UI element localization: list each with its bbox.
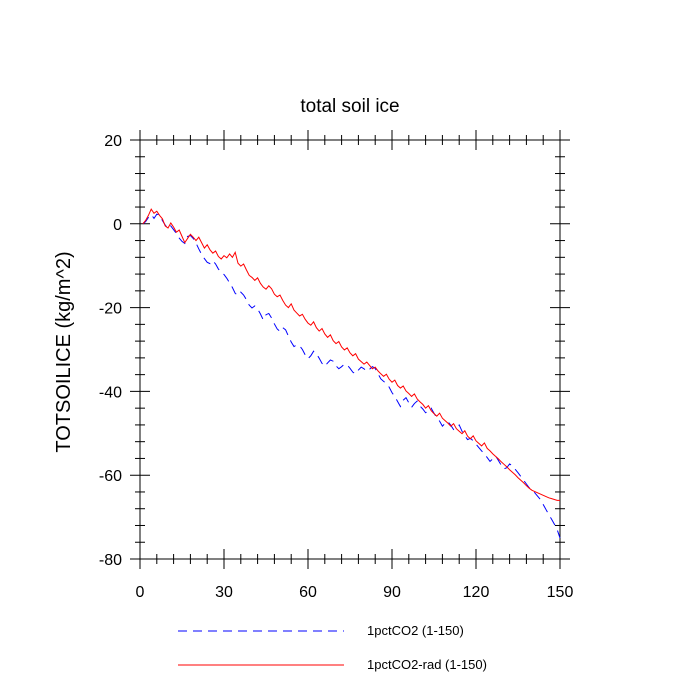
x-tick-label: 120 [463,584,490,601]
x-tick-label: 30 [215,584,233,601]
x-tick-label: 0 [136,584,145,601]
y-tick-label: 0 [113,217,122,234]
x-tick-label: 90 [383,584,401,601]
y-axis-ticks [130,139,570,560]
plot-frame [139,139,561,560]
legend-label-2: 1pctCO2-rad (1-150) [367,657,487,672]
y-tick-label: -60 [99,468,122,485]
x-axis-ticks [139,130,561,569]
x-tick-label: 60 [299,584,317,601]
y-axis-tick-labels: -80 -60 -40 -20 0 20 [99,133,122,569]
x-tick-label: 150 [547,584,574,601]
series-line-1 [142,213,561,539]
series-line-2 [142,208,560,501]
legend-label-1: 1pctCO2 (1-150) [367,623,464,638]
x-axis-tick-labels: 0 30 60 90 120 150 [136,584,574,601]
chart-title: total soil ice [300,96,399,117]
y-tick-label: 20 [104,133,122,150]
legend: 1pctCO2 (1-150) 1pctCO2-rad (1-150) [178,623,487,672]
y-tick-label: -20 [99,301,122,318]
y-axis-label: TOTSOILICE (kg/m^2) [53,251,75,452]
y-tick-label: -80 [99,552,122,569]
series-layer [142,208,561,539]
y-tick-label: -40 [99,384,122,401]
